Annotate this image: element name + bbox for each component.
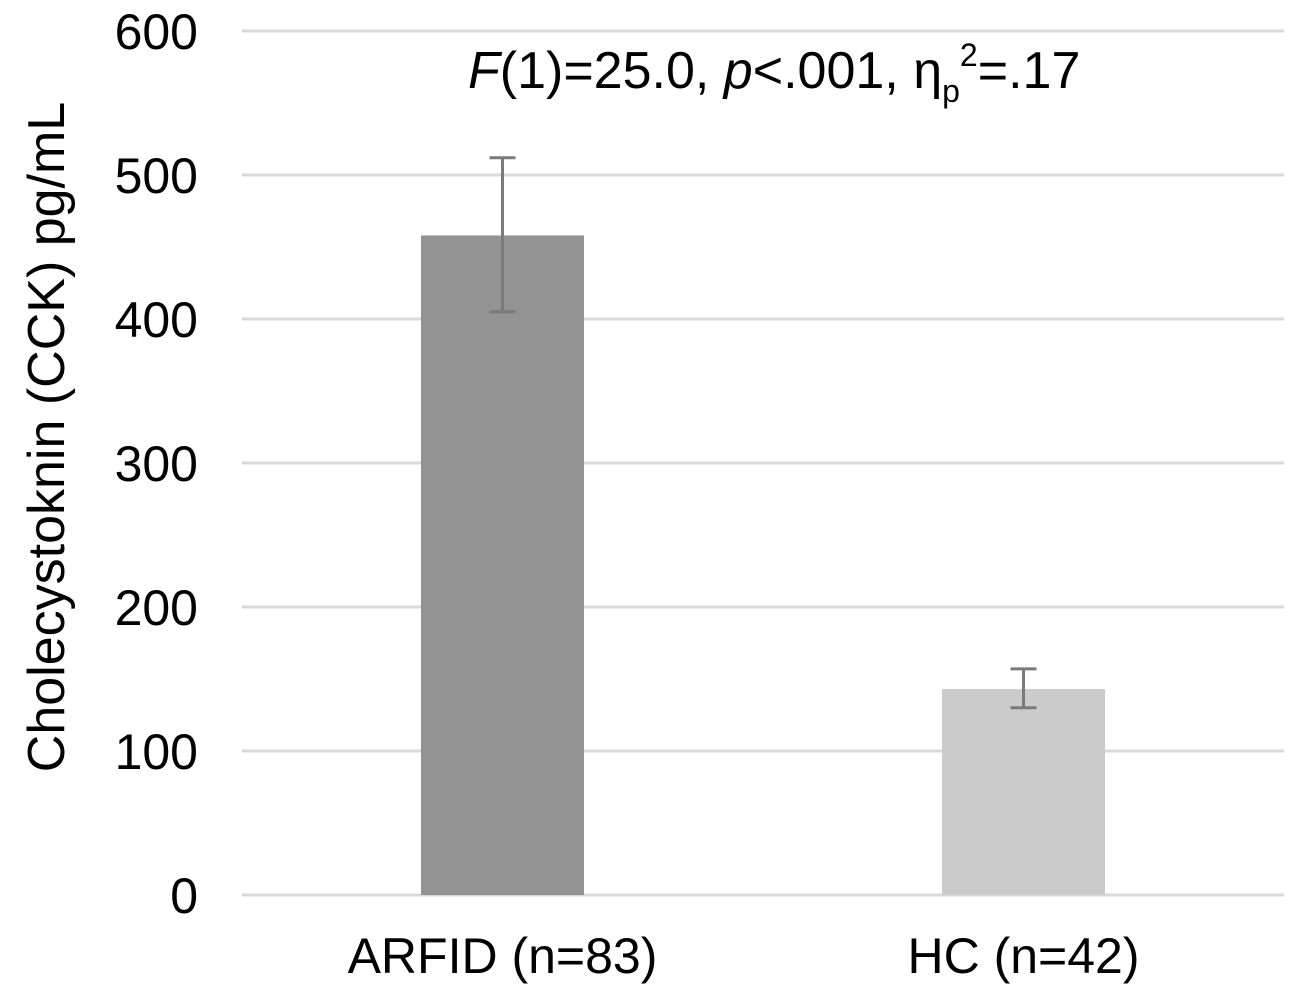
- y-tick-label: 400: [115, 292, 198, 348]
- y-tick-label: 600: [115, 4, 198, 60]
- error-bars: [489, 156, 1037, 710]
- x-tick-label: HC (n=42): [907, 928, 1139, 984]
- eta-symbol: η: [913, 42, 942, 100]
- statistics-annotation: F(1)=25.0, p<.001, ηp2=.17: [468, 37, 1080, 109]
- x-axis-ticks: ARFID (n=83) HC (n=42): [348, 928, 1140, 984]
- bar: [942, 689, 1105, 895]
- bars: [421, 235, 1105, 896]
- x-tick-label: ARFID (n=83): [348, 928, 658, 984]
- y-tick-label: 500: [115, 148, 198, 204]
- p-symbol: p: [722, 42, 753, 100]
- eta-subscript: p: [942, 73, 960, 109]
- eta-value: =.17: [978, 42, 1081, 100]
- y-axis-label: Cholecystoknin (CCK) pg/mL: [18, 102, 76, 772]
- y-tick-label: 100: [115, 724, 198, 780]
- y-tick-label: 300: [115, 436, 198, 492]
- y-tick-label: 200: [115, 580, 198, 636]
- f-symbol: F: [468, 42, 503, 100]
- gridlines: [242, 29, 1284, 897]
- p-value: <.001,: [753, 42, 913, 100]
- y-axis-ticks: 0 100 200 300 400 500 600: [115, 4, 198, 924]
- y-tick-label: 0: [170, 868, 198, 924]
- eta-superscript: 2: [960, 37, 978, 73]
- f-args: (1)=25.0,: [500, 42, 724, 100]
- bar: [421, 235, 584, 896]
